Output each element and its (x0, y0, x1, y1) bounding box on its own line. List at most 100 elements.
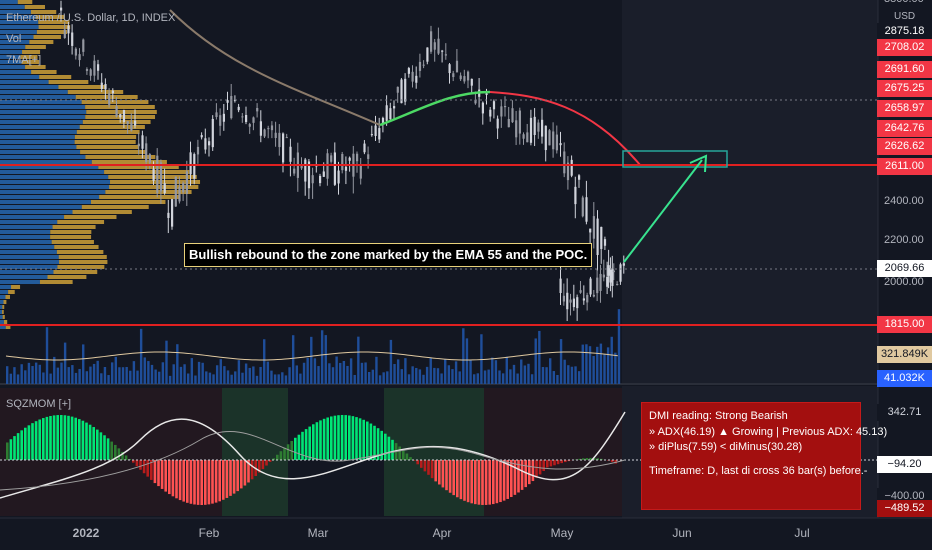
momentum-bar (276, 454, 279, 460)
sqz-legend[interactable]: SQZMOM [+] (6, 398, 72, 410)
overlays (0, 9, 878, 326)
vp-bar-sell (25, 65, 46, 69)
ma-legend[interactable]: 7MA[+] (6, 54, 42, 66)
vp-bar-buy (0, 45, 26, 49)
volume-bar (194, 375, 197, 384)
vp-bar-sell (98, 165, 179, 169)
momentum-bar (351, 416, 355, 460)
volume-bar (610, 336, 613, 384)
candle-body (100, 82, 103, 90)
candle-body (348, 157, 351, 161)
vp-bar-buy (0, 135, 75, 139)
momentum-bar (416, 460, 419, 465)
vp-bar-sell (91, 160, 167, 164)
momentum-bar (81, 420, 85, 460)
vp-bar-buy (0, 120, 83, 124)
momentum-bar (214, 460, 218, 503)
price-tick: 2200.00 (884, 234, 924, 246)
volume-bar (462, 328, 465, 384)
time-tick: Mar (307, 526, 329, 540)
momentum-bar (283, 447, 286, 460)
candle-body (293, 168, 296, 174)
volume-bar (63, 342, 67, 384)
vp-bar-sell (57, 220, 105, 224)
volume-bar (581, 344, 584, 384)
volume-bar (509, 369, 512, 384)
candle-body (389, 108, 392, 120)
momentum-bar (535, 460, 538, 478)
momentum-bar (63, 415, 67, 460)
volume-bar (545, 367, 548, 384)
dmi-di: » diPlus(7.59) < diMinus(30.28) (649, 441, 803, 453)
volume-bar (599, 343, 603, 384)
momentum-bar (207, 460, 211, 505)
volume-bar (34, 362, 38, 384)
vp-bar-sell (5, 295, 11, 299)
vp-bar-buy (0, 220, 58, 224)
momentum-bar (268, 460, 272, 462)
volume-bar (603, 354, 606, 384)
ema-55-line (169, 9, 381, 126)
candle-body (563, 151, 566, 174)
momentum-bar (189, 460, 193, 504)
candle-body (289, 146, 292, 162)
momentum-bar (304, 429, 308, 460)
symbol-legend[interactable]: Ethereum / U.S. Dollar, 1D, INDEX (6, 12, 176, 24)
vp-bar-sell (59, 260, 108, 264)
momentum-bar (344, 415, 347, 460)
vp-bar-sell (38, 25, 71, 29)
volume-bar (346, 365, 349, 384)
vp-bar-buy (0, 5, 25, 9)
momentum-bar (153, 460, 157, 484)
momentum-bar (448, 460, 452, 493)
momentum-bar (225, 460, 229, 498)
vol-legend[interactable]: Vol (6, 33, 22, 45)
vp-bar-buy (0, 20, 39, 24)
candle-body (185, 171, 188, 194)
vp-bar-buy (0, 85, 59, 89)
volume-bar (331, 367, 335, 384)
candle-body (304, 159, 307, 182)
volume-bar (324, 335, 327, 384)
volume-bar (310, 336, 313, 384)
momentum-bar (265, 460, 268, 466)
momentum-bar (452, 460, 455, 496)
vp-bar-sell (35, 15, 65, 19)
vp-bar-sell (24, 5, 45, 9)
volume-bar (364, 362, 367, 384)
volume-bar (411, 366, 414, 384)
vp-bar-sell (51, 240, 94, 244)
vp-bar-buy (0, 110, 87, 114)
momentum-bar (330, 416, 333, 460)
candle-body (63, 29, 66, 39)
momentum-bar (16, 433, 20, 460)
volume-bar (429, 357, 432, 384)
sqz-off-zone (222, 388, 288, 516)
candle-body (285, 137, 288, 139)
candles (60, 0, 625, 322)
volume-bar (38, 364, 41, 384)
momentum-bar (78, 419, 81, 460)
momentum-bar (430, 460, 434, 479)
vp-bar-sell (85, 155, 156, 159)
vp-bar-buy (0, 15, 36, 19)
momentum-bar (301, 431, 304, 460)
volume-bar (418, 369, 422, 384)
volume-bar (136, 370, 139, 384)
candle-body (208, 141, 211, 146)
vp-bar-buy (0, 260, 60, 264)
price-label: 2708.02 (877, 39, 932, 56)
momentum-bar (582, 458, 585, 460)
volume-bar (205, 371, 208, 384)
momentum-bar (513, 460, 517, 495)
candle-body (137, 143, 140, 147)
candle-body (178, 187, 181, 202)
candle-body (93, 60, 96, 76)
momentum-bar (380, 430, 383, 460)
annotation-label[interactable]: Bullish rebound to the zone marked by th… (184, 243, 593, 267)
candle-body (108, 93, 111, 105)
candle-body (245, 114, 248, 122)
vp-bar-sell (54, 245, 99, 249)
volume-bar (179, 366, 183, 384)
volume-bar (139, 328, 143, 384)
